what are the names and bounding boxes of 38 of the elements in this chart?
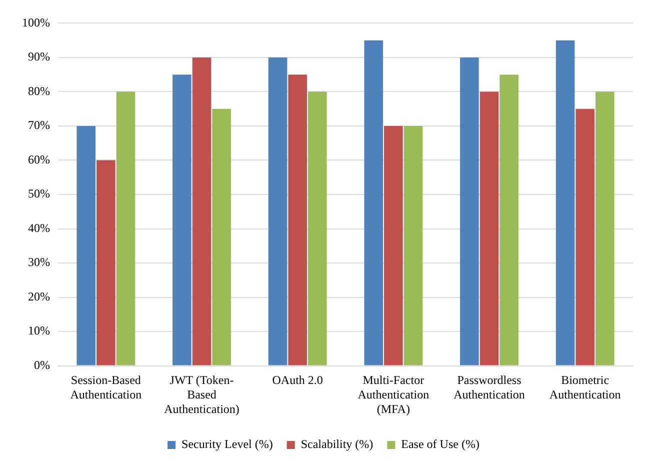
y-tick-label: 40% — [28, 220, 50, 235]
y-tick-label: 30% — [28, 255, 50, 270]
bar — [556, 40, 575, 366]
bar — [404, 126, 423, 366]
x-tick-label: Passwordless Authentication — [454, 373, 525, 402]
y-tick-label: 70% — [28, 118, 50, 132]
legend-label: Scalability (%) — [300, 437, 374, 452]
bar — [268, 57, 288, 366]
y-tick-label: 80% — [28, 84, 50, 98]
bar — [480, 92, 499, 366]
x-tick-label: OAuth 2.0 — [272, 373, 323, 388]
bar — [384, 126, 403, 366]
x-tick-label: Biometric Authentication — [549, 373, 621, 402]
bar — [192, 57, 212, 366]
y-tick-label: 20% — [28, 289, 50, 304]
bar — [308, 92, 327, 366]
x-tick-label: Multi-Factor Authentication (MFA) — [358, 373, 430, 416]
legend-label: Security Level (%) — [182, 437, 273, 452]
bar — [172, 74, 192, 366]
bar — [212, 108, 231, 366]
bar — [116, 92, 136, 366]
y-tick-label: 50% — [28, 186, 50, 201]
y-tick-label: 100% — [22, 15, 50, 30]
y-tick-label: 0% — [34, 358, 50, 372]
bar — [364, 40, 384, 366]
bar — [460, 57, 479, 366]
x-tick-label: Session-Based Authentication — [70, 373, 142, 402]
bar — [96, 160, 116, 366]
bar — [76, 126, 96, 366]
bar — [500, 74, 518, 366]
bar — [595, 92, 614, 366]
legend-label: Ease of Use (%) — [401, 437, 480, 452]
bar — [288, 74, 307, 366]
bar — [576, 108, 594, 366]
x-tick-label: JWT (Token-Based Authentication) — [164, 373, 240, 416]
y-tick-label: 60% — [28, 152, 50, 166]
y-tick-label: 10% — [28, 324, 50, 338]
y-tick-label: 90% — [28, 50, 50, 64]
